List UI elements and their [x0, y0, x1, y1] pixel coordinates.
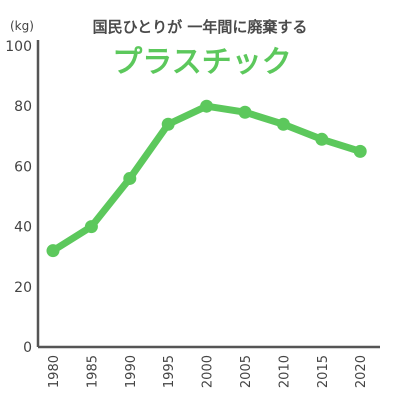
y-tick-label: 80 [14, 99, 32, 115]
data-point [353, 144, 367, 158]
series-plastic [46, 99, 367, 258]
x-tick-label: 1995 [162, 355, 177, 388]
x-tick-label: 2020 [354, 355, 369, 388]
x-tick-label: 1980 [47, 355, 62, 388]
x-tick-labels: 1980 1985 1990 1995 2000 2005 2010 2015 2020 [47, 355, 369, 388]
data-point [123, 171, 137, 185]
data-point [84, 220, 98, 234]
y-tick-label: 60 [14, 159, 32, 175]
y-tick-label: 20 [14, 280, 32, 296]
axes [36, 40, 380, 349]
x-tick-label: 2005 [239, 355, 254, 388]
y-tick-labels: 0 20 40 60 80 100 [5, 39, 32, 356]
y-tick-label: 0 [23, 340, 32, 356]
x-tick-label: 1990 [124, 355, 139, 388]
x-tick-label: 1985 [85, 355, 100, 388]
data-point [161, 117, 175, 131]
y-axis-unit: (kg) [10, 19, 34, 33]
x-tick-label: 2015 [316, 355, 331, 388]
data-point [46, 244, 60, 258]
data-point [315, 132, 329, 146]
chart-title-line2: プラスチック [112, 45, 291, 80]
series-line [49, 102, 364, 255]
data-point [276, 117, 290, 131]
data-point [200, 99, 214, 113]
data-point [238, 105, 252, 119]
x-tick-label: 2000 [201, 355, 216, 388]
y-tick-label: 40 [14, 220, 32, 236]
chart-title-line1: 国民ひとりが 一年間に廃棄する [93, 18, 308, 36]
x-tick-label: 2010 [277, 355, 292, 388]
y-tick-label: 100 [5, 39, 32, 55]
